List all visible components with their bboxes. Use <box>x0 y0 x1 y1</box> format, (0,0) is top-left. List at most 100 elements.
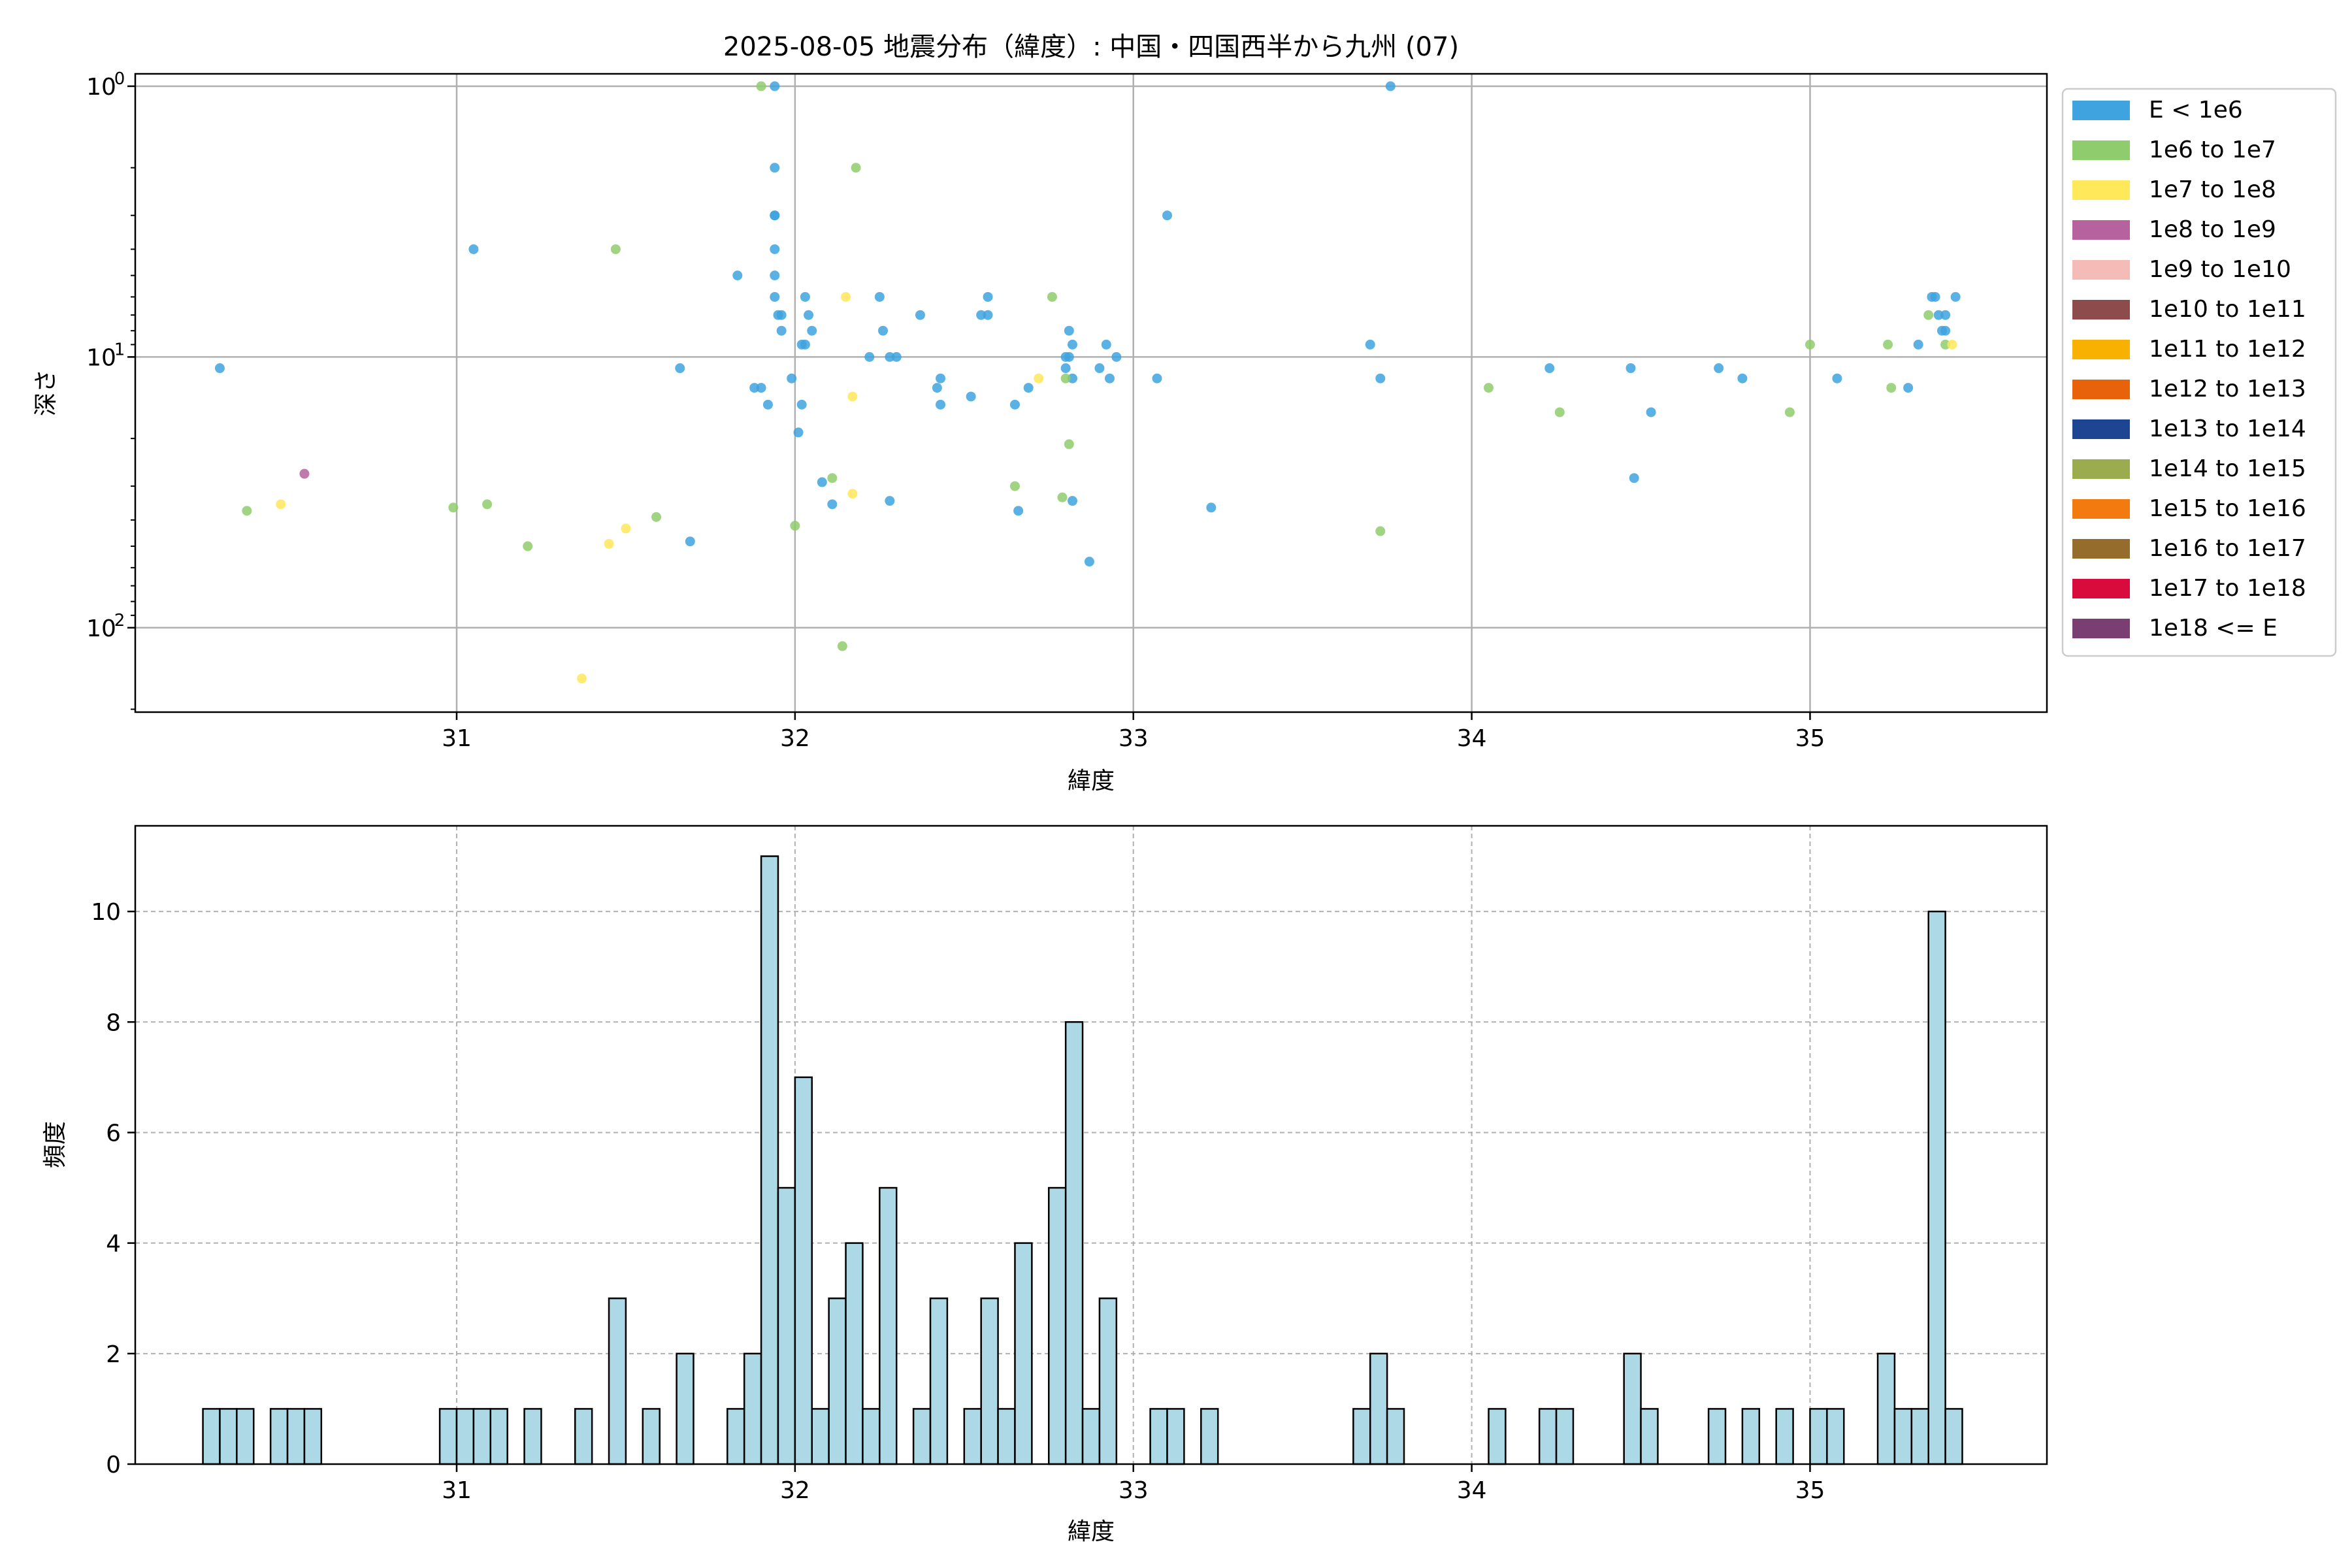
histogram-bar <box>574 1408 593 1465</box>
scatter-point <box>1094 363 1105 374</box>
legend-label: 1e9 to 1e10 <box>2149 256 2291 283</box>
scatter-point <box>790 521 800 531</box>
scatter-x-axis-label: 緯度 <box>1068 768 1115 794</box>
histogram-bar <box>438 1408 458 1465</box>
histogram-plot-frame <box>134 825 2048 1465</box>
histogram-bar <box>912 1408 932 1465</box>
scatter-point <box>800 291 810 302</box>
scatter-point <box>807 325 817 336</box>
scatter-point <box>1375 526 1386 536</box>
scatter-point <box>299 468 310 479</box>
scatter-point <box>1947 339 1957 350</box>
scatter-point <box>1162 210 1173 221</box>
scatter-y-tick-label: 10 <box>86 344 116 371</box>
legend-swatch <box>2072 340 2130 359</box>
scatter-x-tick-label: 34 <box>1457 725 1487 752</box>
histogram-x-tick-label: 35 <box>1795 1477 1825 1504</box>
scatter-point <box>1714 363 1724 374</box>
histogram-bar <box>1927 910 1946 1465</box>
scatter-y-tick-exponent: 2 <box>114 611 125 630</box>
scatter-y-tick-label: 10 <box>86 615 116 642</box>
scatter-point <box>1009 481 1020 491</box>
scatter-point <box>1064 325 1074 336</box>
scatter-point <box>1940 310 1951 320</box>
scatter-point <box>1646 407 1656 417</box>
scatter-point <box>1047 291 1057 302</box>
legend-box <box>2061 88 2337 657</box>
histogram-bar <box>1048 1186 1067 1465</box>
legend-label: 1e11 to 1e12 <box>2149 336 2306 363</box>
scatter-point <box>796 399 807 410</box>
histogram-bar <box>676 1352 694 1465</box>
legend-swatch <box>2072 180 2130 200</box>
scatter-point <box>242 506 252 516</box>
scatter-point <box>1064 351 1074 362</box>
scatter-point <box>770 291 780 302</box>
histogram-grid <box>135 826 2047 1465</box>
scatter-point <box>448 502 459 513</box>
scatter-point <box>1084 557 1094 567</box>
histogram-bar <box>1098 1297 1118 1465</box>
histogram-bar <box>1488 1408 1507 1465</box>
scatter-point <box>1913 339 1923 350</box>
scatter-x-tick-label: 33 <box>1119 725 1149 752</box>
scatter-point <box>1950 291 1961 302</box>
histogram-bar <box>489 1408 508 1465</box>
histogram-bar <box>202 1408 221 1465</box>
histogram-bar <box>1944 1408 1963 1465</box>
scatter-point <box>787 373 797 384</box>
histogram-bar <box>1555 1408 1575 1465</box>
histogram-y-tick-label: 2 <box>106 1341 121 1368</box>
histogram-bar <box>455 1408 475 1465</box>
histogram-x-tick-label: 31 <box>442 1477 472 1504</box>
histogram-bar <box>303 1408 323 1465</box>
scatter-point <box>610 244 621 254</box>
scatter-point <box>804 310 814 320</box>
scatter-point <box>1068 339 1078 350</box>
scatter-point <box>604 538 614 549</box>
histogram-y-tick-label: 10 <box>91 899 121 926</box>
histogram-bar <box>879 1186 898 1465</box>
scatter-point <box>1068 373 1078 384</box>
scatter-x-tick-label: 32 <box>780 725 810 752</box>
scatter-point <box>936 373 946 384</box>
scatter-point <box>1886 383 1897 393</box>
histogram-bar <box>760 855 779 1465</box>
scatter-point <box>1883 339 1893 350</box>
histogram-bar <box>219 1408 238 1465</box>
legend-label: E < 1e6 <box>2149 97 2243 123</box>
scatter-point <box>1111 351 1122 362</box>
histogram-x-axis-label: 緯度 <box>1068 1518 1115 1545</box>
scatter-point <box>936 399 946 410</box>
scatter-point <box>651 512 662 522</box>
histogram-bar <box>1081 1408 1101 1465</box>
histogram-bar <box>236 1408 255 1465</box>
scatter-point <box>1923 310 1934 320</box>
scatter-point <box>885 351 895 362</box>
legend-label: 1e15 to 1e16 <box>2149 495 2306 522</box>
scatter-point <box>482 499 493 510</box>
scatter-point <box>1805 339 1815 350</box>
histogram-bar <box>1200 1408 1219 1465</box>
histogram-ticks: 31 32 33 34 35 0 2 4 6 8 10 <box>91 899 1825 1504</box>
histogram-bar <box>1893 1408 1913 1465</box>
histogram-bar <box>743 1352 762 1465</box>
histogram-bar <box>1014 1242 1033 1465</box>
scatter-point <box>1737 373 1748 384</box>
scatter-point <box>1009 399 1020 410</box>
legend-label: 1e17 to 1e18 <box>2149 575 2306 602</box>
scatter-y-tick-exponent: 1 <box>114 340 125 359</box>
histogram-bar <box>1826 1408 1845 1465</box>
scatter-point <box>1544 363 1555 374</box>
scatter-point <box>1060 363 1071 374</box>
histogram-bar <box>1166 1408 1185 1465</box>
scatter-point <box>523 541 533 551</box>
histogram-bar <box>642 1408 661 1465</box>
scatter-point <box>1365 339 1375 350</box>
scatter-point <box>1930 291 1940 302</box>
histogram-bar <box>997 1408 1016 1465</box>
scatter-point <box>1784 407 1795 417</box>
scatter-point <box>1933 310 1944 320</box>
scatter-point <box>468 244 479 254</box>
legend-label: 1e14 to 1e15 <box>2149 455 2306 482</box>
